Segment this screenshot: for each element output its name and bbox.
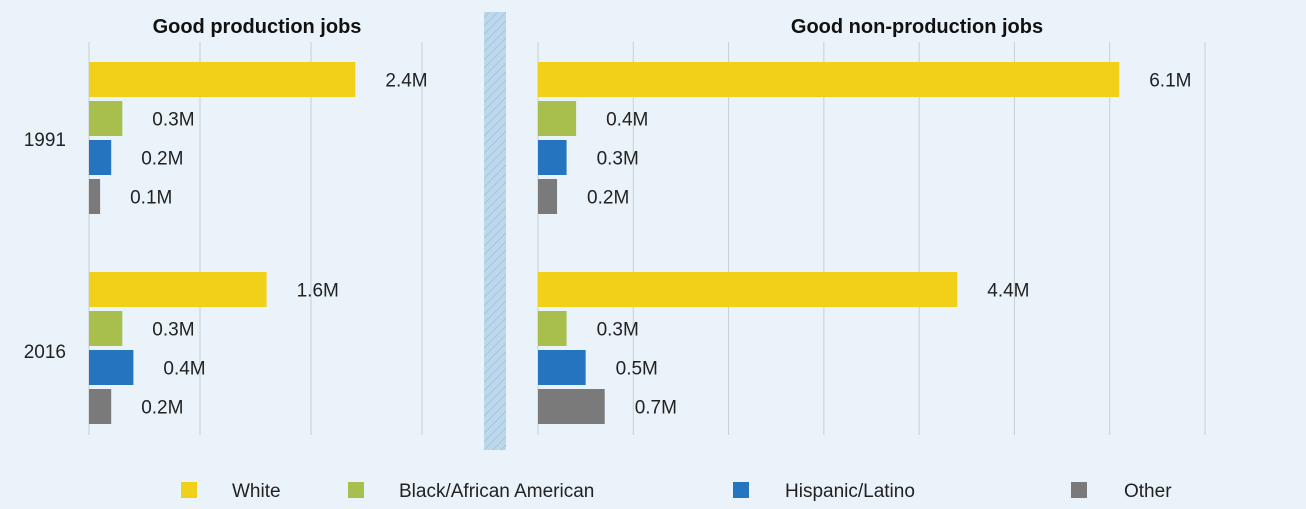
data-label-2016-white: 4.4M xyxy=(987,281,1029,302)
legend-swatch xyxy=(181,482,197,498)
panel-divider xyxy=(484,12,506,450)
year-label-2016: 2016 xyxy=(24,342,66,363)
bar-1991-black-african-american xyxy=(89,101,123,136)
bar-1991-black-african-american xyxy=(538,101,577,136)
panel-title: Good production jobs xyxy=(153,16,362,38)
bar-2016-other xyxy=(89,389,112,424)
bar-1991-white xyxy=(538,62,1120,97)
legend-item-other: Other xyxy=(1071,481,1172,502)
bar-2016-white xyxy=(538,272,958,307)
data-label-1991-hispanic-latino: 0.2M xyxy=(141,149,183,170)
year-label-1991: 1991 xyxy=(24,130,66,151)
panel-good-non-production-jobs: Good non-production jobs 6.1M 0.4M 0.3M 0.2M… xyxy=(537,16,1206,435)
data-label-1991-white: 6.1M xyxy=(1149,71,1191,92)
data-label-2016-white: 1.6M xyxy=(297,281,339,302)
data-label-1991-hispanic-latino: 0.3M xyxy=(597,149,639,170)
panel-title: Good non-production jobs xyxy=(791,16,1043,38)
data-label-1991-other: 0.2M xyxy=(587,188,629,209)
data-label-2016-hispanic-latino: 0.4M xyxy=(163,359,205,380)
legend-item-black-african-american: Black/African American xyxy=(348,481,594,502)
panel-good-production-jobs: Good production jobs 2.4M 0.3M 0.2M 0.1M 1.6M… xyxy=(88,16,428,435)
data-label-1991-other: 0.1M xyxy=(130,188,172,209)
legend-item-hispanic-latino: Hispanic/Latino xyxy=(733,481,915,502)
bar-1991-other xyxy=(538,179,558,214)
legend-label: Black/African American xyxy=(399,481,594,502)
bar-1991-hispanic-latino xyxy=(89,140,112,175)
data-label-1991-white: 2.4M xyxy=(385,71,427,92)
bar-2016-black-african-american xyxy=(538,311,567,346)
bar-2016-hispanic-latino xyxy=(89,350,134,385)
bar-1991-other xyxy=(89,179,101,214)
bar-1991-hispanic-latino xyxy=(538,140,567,175)
legend-label: White xyxy=(232,481,281,502)
bar-1991-white xyxy=(89,62,356,97)
legend: White Black/African American Hispanic/Lati… xyxy=(181,481,1172,502)
data-label-1991-black-african-american: 0.3M xyxy=(152,110,194,131)
data-label-2016-other: 0.7M xyxy=(635,398,677,419)
data-label-2016-black-african-american: 0.3M xyxy=(152,320,194,341)
data-label-2016-black-african-american: 0.3M xyxy=(597,320,639,341)
data-label-2016-hispanic-latino: 0.5M xyxy=(616,359,658,380)
legend-swatch xyxy=(348,482,364,498)
legend-item-white: White xyxy=(181,481,281,502)
legend-label: Other xyxy=(1124,481,1172,502)
data-label-2016-other: 0.2M xyxy=(141,398,183,419)
legend-swatch xyxy=(733,482,749,498)
bar-2016-white xyxy=(89,272,267,307)
legend-label: Hispanic/Latino xyxy=(785,481,915,502)
bar-2016-other xyxy=(538,389,605,424)
bar-2016-black-african-american xyxy=(89,311,123,346)
data-label-1991-black-african-american: 0.4M xyxy=(606,110,648,131)
bar-2016-hispanic-latino xyxy=(538,350,586,385)
legend-swatch xyxy=(1071,482,1087,498)
